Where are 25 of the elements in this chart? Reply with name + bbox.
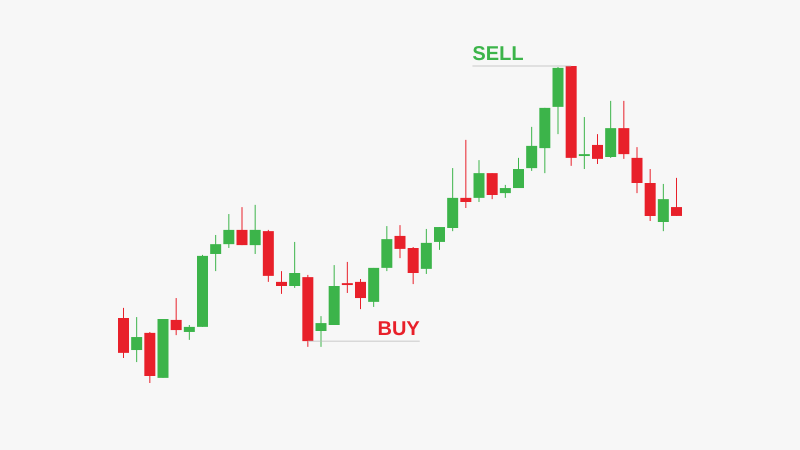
candlestick [210,234,222,272]
candlestick [170,298,182,336]
annotation: BUY [378,318,420,340]
candlestick [513,157,524,189]
candlestick [342,261,353,294]
candlestick [276,270,287,294]
candlestick [658,183,669,232]
candlestick [236,206,248,246]
candlestick [394,224,406,259]
candlestick [592,134,603,164]
candlestick [223,214,234,248]
text: SELL [472,43,524,65]
candlestick [578,116,590,170]
candlestick [500,184,511,198]
candlestick [250,204,261,254]
candlestick [316,316,326,348]
candlestick [486,172,498,200]
candlestick [671,177,682,216]
candlestick [460,139,472,209]
candlestick [184,324,195,340]
candlestick [434,226,445,250]
candlestick [355,278,366,310]
candlestick [131,316,142,363]
candlestick [289,241,300,288]
candlestick [526,126,538,172]
